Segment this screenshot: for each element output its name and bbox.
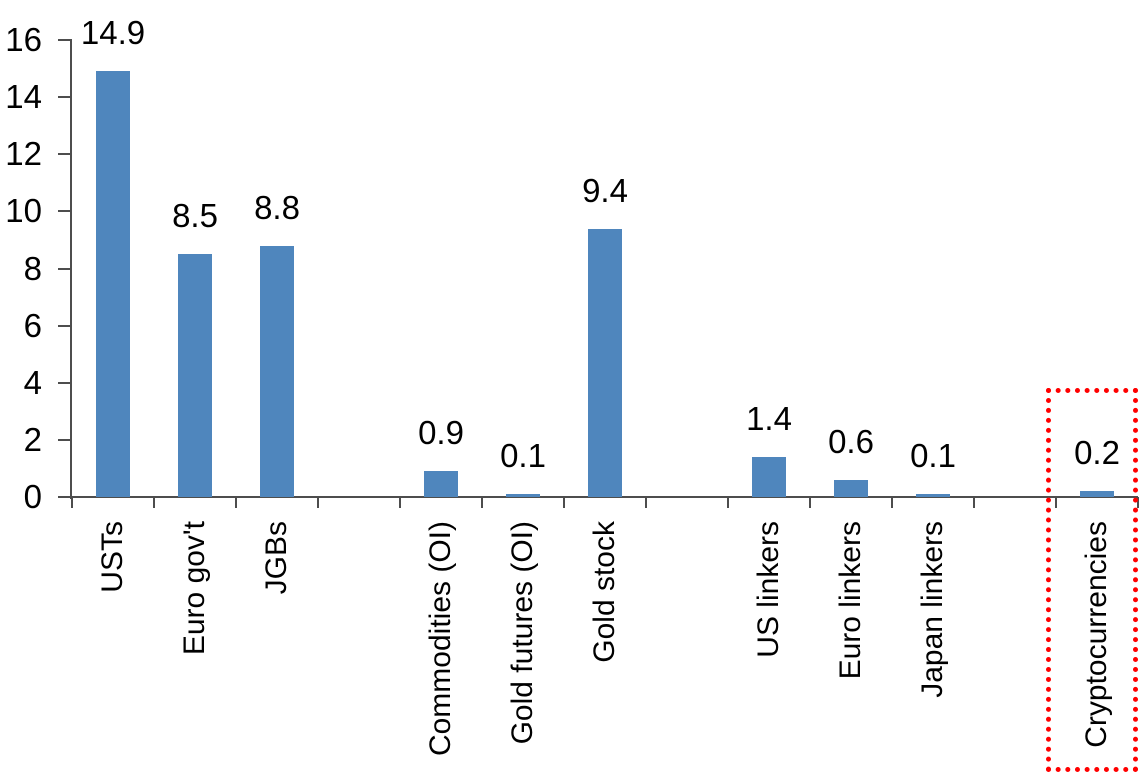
x-axis-category-label: Gold futures (OI) — [506, 521, 539, 745]
x-axis-tick — [727, 497, 729, 508]
bar-value-label: 1.4 — [746, 400, 792, 437]
x-axis-category-label: Commodities (OI) — [424, 521, 457, 757]
x-axis-category-label: Gold stock — [588, 521, 621, 663]
bar-value-label: 8.5 — [172, 197, 218, 234]
x-axis-tick — [1137, 497, 1139, 508]
bar — [752, 457, 786, 497]
x-axis-tick — [399, 497, 401, 508]
x-axis-category-label: Euro linkers — [834, 521, 867, 680]
bar-value-label: 0.1 — [500, 437, 546, 474]
y-axis-tick-label: 0 — [23, 478, 42, 515]
bar-value-label: 9.4 — [582, 172, 628, 209]
y-axis-tick-label: 16 — [5, 21, 42, 58]
y-axis-tick — [58, 210, 72, 212]
y-axis-tick-label: 4 — [23, 364, 42, 401]
y-axis-tick — [58, 39, 72, 41]
bar — [506, 494, 540, 497]
y-axis-tick — [58, 268, 72, 270]
x-axis-tick — [153, 497, 155, 508]
bar-value-label: 14.9 — [80, 14, 146, 51]
bar-value-label: 8.8 — [254, 189, 300, 226]
x-axis-tick — [973, 497, 975, 508]
x-axis-category-label: USTs — [96, 521, 129, 593]
bar-value-label: 0.9 — [418, 414, 464, 451]
highlight-box-cryptocurrencies — [1046, 388, 1138, 772]
x-axis-tick — [1055, 497, 1057, 508]
x-axis-tick — [71, 497, 73, 508]
x-axis-tick — [891, 497, 893, 508]
x-axis-category-label: Euro gov't — [178, 521, 211, 656]
bar — [178, 254, 212, 497]
x-axis-tick — [563, 497, 565, 508]
y-axis-tick-label: 12 — [5, 135, 42, 172]
y-axis-tick-label: 6 — [23, 307, 42, 344]
x-axis-tick — [809, 497, 811, 508]
x-axis-tick — [481, 497, 483, 508]
bar — [834, 480, 868, 497]
bar-value-label: 0.6 — [828, 423, 874, 460]
x-axis-line — [70, 496, 1138, 498]
y-axis-tick-label: 10 — [5, 192, 42, 229]
x-axis-tick — [317, 497, 319, 508]
y-axis-tick-label: 2 — [23, 421, 42, 458]
y-axis-tick-label: 14 — [5, 78, 42, 115]
x-axis-tick — [645, 497, 647, 508]
bar-value-label: 0.2 — [1074, 434, 1120, 471]
y-axis-tick — [58, 382, 72, 384]
bar — [916, 494, 950, 497]
bar — [1080, 491, 1114, 497]
x-axis-category-label: US linkers — [752, 521, 785, 658]
bar — [96, 71, 130, 497]
bar — [424, 471, 458, 497]
y-axis-tick — [58, 325, 72, 327]
bar-value-label: 0.1 — [910, 437, 956, 474]
bar — [260, 246, 294, 497]
y-axis-tick — [58, 496, 72, 498]
x-axis-category-label: JGBs — [260, 521, 293, 595]
bar — [588, 229, 622, 497]
y-axis-tick — [58, 153, 72, 155]
y-axis-tick — [58, 96, 72, 98]
x-axis-tick — [235, 497, 237, 508]
y-axis-tick-label: 8 — [23, 250, 42, 287]
y-axis-tick — [58, 439, 72, 441]
x-axis-category-label: Japan linkers — [916, 521, 949, 698]
